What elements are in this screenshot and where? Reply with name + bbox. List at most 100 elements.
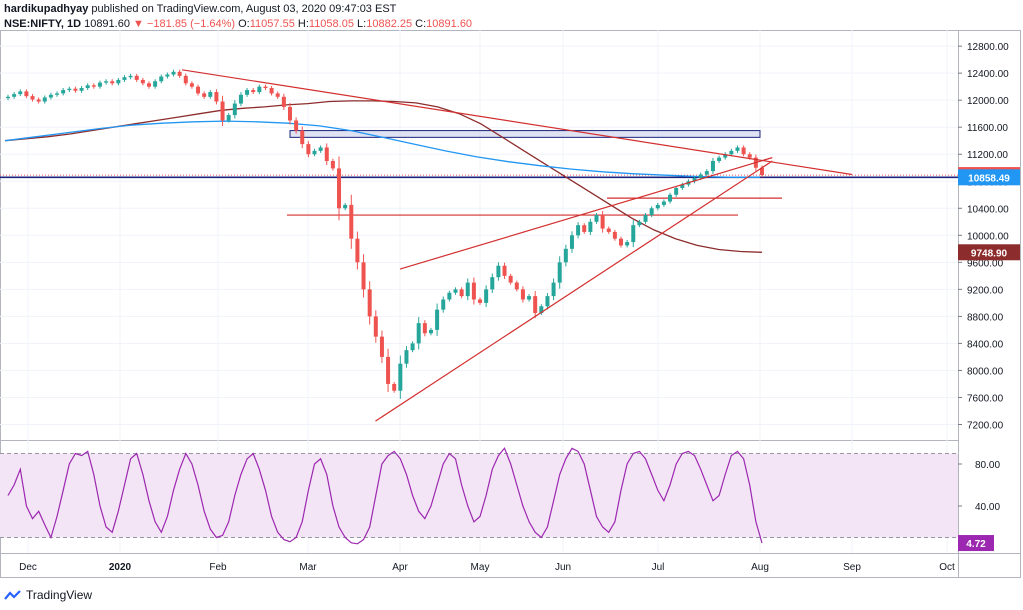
candle-body	[269, 88, 274, 94]
candle-body	[122, 77, 127, 80]
candle-body	[232, 103, 237, 116]
candle-body	[324, 147, 329, 161]
candle-body	[189, 83, 194, 87]
time-tick-label: Sep	[843, 562, 861, 573]
price-tick-label: 11600.00	[967, 123, 1008, 134]
candle-body	[594, 215, 599, 222]
candle-body	[422, 323, 427, 334]
candle-body	[747, 154, 752, 158]
change-arrow-icon: ▼	[133, 18, 144, 30]
candle-body	[723, 154, 728, 158]
candle-body	[48, 94, 53, 98]
candle-body	[582, 225, 587, 232]
candle-body	[717, 157, 722, 161]
moving-average-long	[4, 120, 761, 178]
price-tick-label: 10000.00	[967, 231, 1009, 242]
rsi-last-label: 4.72	[966, 539, 986, 550]
publisher-info: published on TradingView.com, August 03,…	[91, 3, 397, 15]
price-plot	[0, 69, 958, 422]
candle-body	[91, 85, 96, 87]
candle-body	[30, 96, 35, 100]
candle-body	[6, 96, 10, 99]
candle-body	[398, 363, 403, 391]
tradingview-logo[interactable]: TradingView	[4, 588, 92, 602]
candle-body	[318, 147, 323, 151]
price-tick-label: 10400.00	[967, 204, 1009, 215]
candle-body	[386, 356, 391, 384]
low-label: L:	[357, 18, 367, 30]
candle-body	[79, 88, 84, 91]
price-tick-label: 8000.00	[967, 366, 1004, 377]
price-tick-label: 11200.00	[967, 150, 1008, 161]
symbol-line: NSE:NIFTY, 1D 10891.60 ▼ −181.85 (−1.64%…	[4, 17, 472, 32]
candle-body	[73, 88, 78, 91]
chart-grid	[0, 30, 1021, 578]
candle-body	[104, 81, 109, 83]
candle-body	[576, 225, 581, 236]
candle-body	[441, 299, 446, 310]
candle-body	[478, 299, 483, 303]
candle-body	[649, 208, 654, 216]
candle-body	[196, 86, 201, 94]
candle-body	[551, 282, 556, 297]
candle-body	[349, 204, 354, 239]
candle-body	[674, 188, 679, 195]
high-label: H:	[297, 18, 309, 30]
rsi-band	[0, 453, 958, 538]
candle-body	[416, 323, 421, 344]
candle-body	[140, 79, 145, 84]
candle-body	[281, 96, 286, 107]
candle-body	[177, 71, 182, 76]
candle-body	[710, 160, 715, 172]
candle-body	[367, 289, 372, 317]
candle-body	[337, 168, 342, 209]
time-tick-label: Jul	[652, 562, 665, 573]
candle-body	[306, 144, 311, 155]
publisher-line: hardikupadhyay published on TradingView.…	[4, 2, 472, 17]
candle-body	[208, 92, 213, 97]
candle-body	[533, 296, 538, 314]
candle-body	[606, 228, 611, 232]
price-tick-label: 9200.00	[967, 285, 1004, 296]
candle-body	[410, 343, 415, 351]
candle-body	[484, 289, 489, 303]
low-value: 10882.25	[366, 18, 413, 30]
candle-body	[214, 92, 219, 102]
candle-body	[97, 82, 102, 87]
time-tick-label: Mar	[299, 562, 317, 573]
time-tick-label: Jun	[555, 562, 571, 573]
candle-body	[61, 90, 66, 94]
candle-body	[520, 289, 525, 300]
price-tick-label: 12000.00	[967, 96, 1009, 107]
chart-axes: 12800.00 12400.00 12000.00 11600.00 11200.00…	[19, 42, 1020, 573]
trendline-3	[399, 157, 773, 270]
candle-body	[459, 289, 464, 297]
time-tick-label: Apr	[392, 562, 408, 573]
candle-body	[183, 75, 188, 84]
rsi-line	[7, 447, 763, 545]
candle-body	[12, 94, 17, 97]
open-label: O:	[238, 18, 250, 30]
candle-body	[202, 93, 207, 97]
candle-body	[165, 74, 170, 77]
candle-body	[741, 147, 746, 155]
high-value: 11058.05	[308, 18, 354, 30]
candle-body	[643, 215, 648, 222]
time-tick-label: May	[471, 562, 490, 573]
price-tick-label: 8400.00	[967, 339, 1004, 350]
candle-body	[275, 93, 280, 97]
candle-body	[447, 292, 452, 300]
candle-body	[171, 71, 176, 75]
resistance-zone	[289, 130, 761, 138]
price-change: −181.85 (−1.64%)	[146, 18, 236, 30]
candle-body	[257, 86, 262, 93]
price-label-tag	[958, 169, 1020, 186]
candle-body	[55, 93, 60, 95]
rsi-tick-label: 40.00	[975, 502, 1000, 513]
candle-body	[300, 130, 305, 145]
time-tick-label: Oct	[939, 562, 955, 573]
candle-body	[343, 204, 348, 209]
candle-body	[226, 115, 231, 121]
candle-body	[668, 194, 673, 202]
time-tick-label: Feb	[209, 562, 227, 573]
